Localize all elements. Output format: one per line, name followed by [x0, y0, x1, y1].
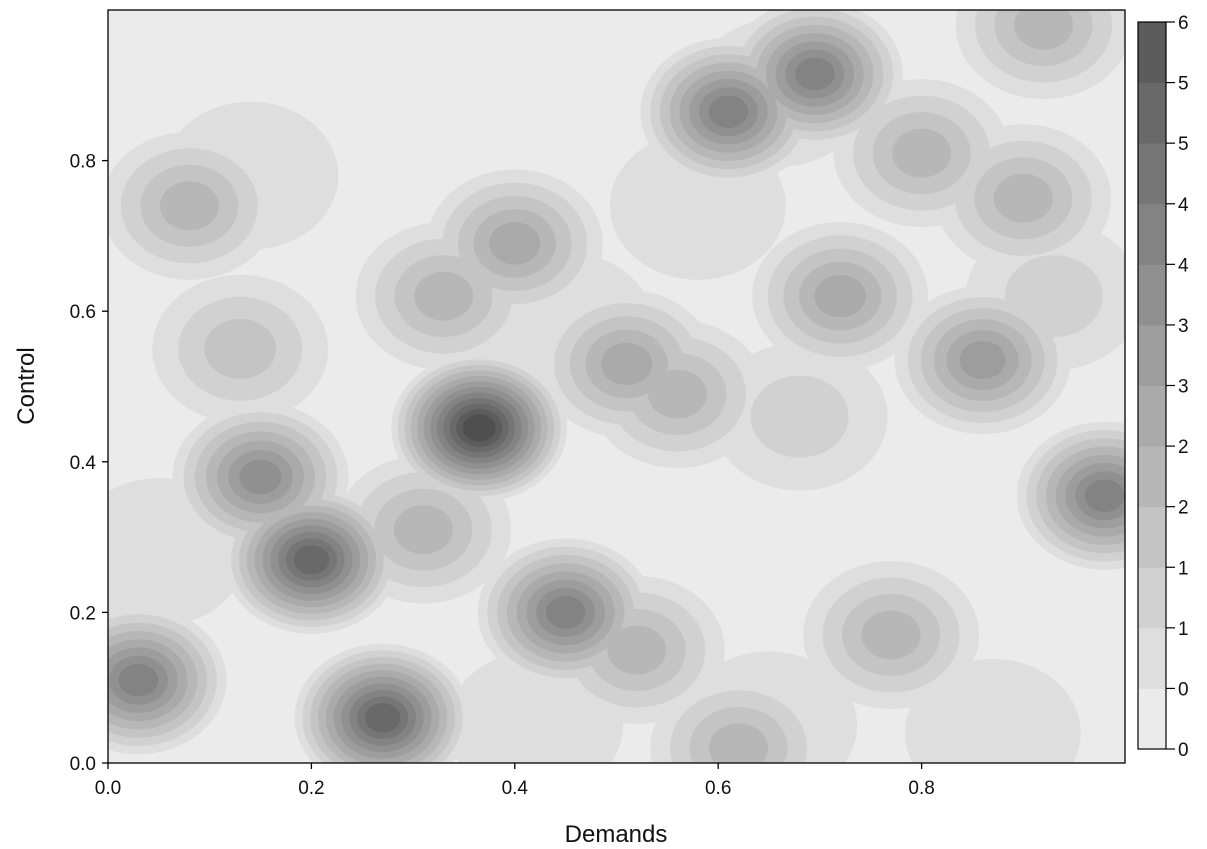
contour-band-hotspot-13-level-5	[601, 342, 653, 386]
contour-band-hotspot-9-level-3	[204, 318, 277, 379]
contour-band-hotspot-6-level-8	[545, 596, 586, 629]
colorbar-segment	[1138, 627, 1166, 689]
colorbar-tick-label: 0	[1178, 740, 1189, 761]
contour-band-hotspot-4-level-4	[393, 505, 453, 555]
contour-band-hotspot-20-level-6	[959, 341, 1006, 380]
contour-band-hotspot-22-level-4	[1014, 10, 1074, 50]
x-tick-label: 0.6	[705, 778, 731, 799]
x-tick-label: 0.2	[298, 778, 324, 799]
contour-band-hotspot-16-level-8	[795, 57, 835, 91]
colorbar-segment	[1138, 264, 1166, 326]
contour-layer	[108, 10, 1125, 763]
contour-band-hotspot-11-level-4	[414, 271, 474, 321]
contour-band-hotspot-7-level-4	[607, 625, 667, 675]
y-tick-label: 0.0	[70, 754, 96, 775]
colorbar-tick-label: 0	[1178, 679, 1189, 700]
colorbar-tick-label: 2	[1178, 437, 1189, 458]
colorbar-tick-label: 5	[1178, 134, 1189, 155]
contour-band-hotspot-3-level-7	[239, 459, 282, 495]
contour-band-hotspot-21-level-4	[993, 173, 1053, 223]
colorbar-segment	[1138, 446, 1166, 508]
contour-band-hotspot-23-level-8	[1084, 479, 1125, 512]
contour-band-hotspot-8-level-4	[709, 723, 768, 763]
colorbar-segment	[1138, 203, 1166, 265]
colorbar-segment	[1138, 688, 1166, 750]
y-axis-title: Control	[13, 347, 40, 424]
colorbar-segment	[1138, 385, 1166, 447]
contour-band-hotspot-0-level-8	[118, 663, 159, 697]
x-tick-label: 0.4	[502, 778, 529, 799]
contour-band-hotspot-19-level-4	[892, 128, 952, 178]
colorbar-tick-label: 5	[1178, 74, 1189, 95]
colorbar-tick-label: 3	[1178, 316, 1189, 337]
colorbar-tick-label: 1	[1178, 558, 1189, 579]
colorbar-segment	[1138, 143, 1166, 205]
colorbar-segment	[1138, 567, 1166, 629]
y-tick-label: 0.6	[70, 302, 96, 323]
x-axis: 0.0 0.2 0.4 0.6 0.8	[95, 763, 935, 799]
colorbar-segment	[1138, 22, 1166, 84]
contour-band-hotspot-2-level-10	[293, 545, 330, 575]
colorbar-tick-label: 3	[1178, 377, 1189, 398]
x-tick-label: 0.8	[908, 778, 934, 799]
colorbar-segment	[1138, 82, 1166, 144]
contour-band-hotspot-15-level-8	[708, 95, 749, 128]
x-tick-label: 0.0	[95, 778, 121, 799]
y-tick-label: 0.4	[70, 453, 97, 474]
colorbar-segment	[1138, 324, 1166, 386]
contour-band-hotspot-1-level-10	[364, 703, 401, 733]
y-tick-label: 0.8	[70, 152, 96, 173]
plot-frame	[107, 9, 1126, 764]
x-axis-title: Demands	[565, 821, 668, 848]
colorbar-tick-label: 1	[1178, 619, 1189, 640]
contour-band-hotspot-14-level-4	[648, 369, 707, 419]
contour-band-hotspot-10-level-4	[159, 181, 219, 231]
contour-band-hotspot-29-level-2	[750, 375, 849, 458]
colorbar-tick-label: 4	[1178, 255, 1189, 276]
contour-band-hotspot-5-level-12	[462, 414, 496, 442]
y-tick-label: 0.2	[70, 603, 96, 624]
colorbar: 0 0 1 1 2 2 3 3 4 4 5 5 6	[1137, 13, 1189, 761]
contour-band-hotspot-12-level-5	[489, 222, 541, 265]
contour-band-hotspot-18-level-5	[814, 274, 866, 318]
colorbar-segment	[1138, 506, 1166, 568]
colorbar-tick-label: 4	[1178, 195, 1189, 216]
contour-band-hotspot-24-level-4	[861, 610, 921, 660]
colorbar-tick-label: 6	[1178, 13, 1189, 34]
colorbar-tick-label: 2	[1178, 498, 1189, 519]
y-axis: 0.0 0.2 0.4 0.6 0.8	[70, 152, 108, 775]
